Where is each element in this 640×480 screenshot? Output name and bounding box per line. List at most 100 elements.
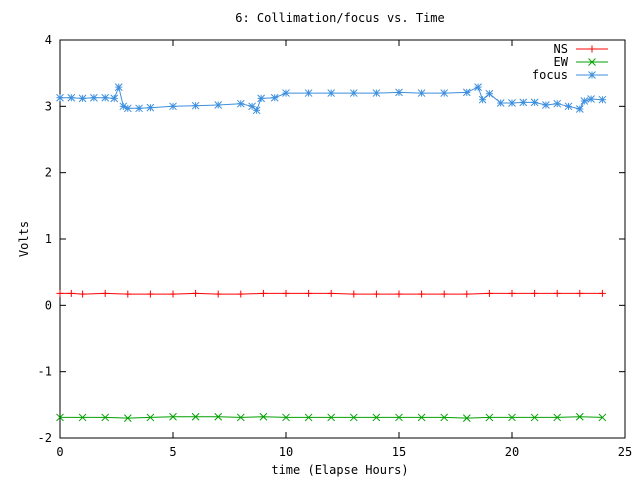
data-point-ew xyxy=(349,413,358,422)
data-point-focus xyxy=(123,104,132,113)
data-point-ew xyxy=(575,412,584,421)
series-layer xyxy=(56,83,607,422)
legend-marker-swatch xyxy=(588,58,596,66)
data-point-focus xyxy=(78,94,87,103)
axis-tick-labels: 0 5 10 15 20 25 -2 -1 0 1 2 3 4 xyxy=(38,33,633,459)
legend-label: EW xyxy=(554,55,569,69)
data-point-focus xyxy=(101,93,110,102)
data-point-ew xyxy=(56,413,64,422)
data-point-ew xyxy=(395,413,403,422)
data-point-ew xyxy=(214,412,223,421)
data-point-focus xyxy=(191,101,200,110)
data-point-ns xyxy=(531,289,539,297)
y-tick-label: 1 xyxy=(45,232,52,246)
legend-entry-focus: focus xyxy=(532,68,608,82)
data-point-ns xyxy=(305,289,313,297)
data-point-focus xyxy=(349,89,358,97)
legend-entry-ns: NS xyxy=(554,42,608,56)
data-point-focus xyxy=(304,89,313,97)
data-point-focus xyxy=(598,95,607,104)
data-point-ns xyxy=(282,289,290,297)
data-point-ns xyxy=(56,289,64,297)
data-point-focus xyxy=(587,95,595,103)
data-point-focus xyxy=(564,102,573,111)
data-point-focus xyxy=(110,94,119,103)
data-point-ns xyxy=(259,289,267,297)
x-tick-label: 20 xyxy=(505,445,519,459)
data-point-focus xyxy=(252,106,261,115)
data-point-ew xyxy=(146,413,155,422)
data-point-ew xyxy=(462,414,471,422)
data-point-focus xyxy=(575,105,584,113)
data-point-ns xyxy=(463,290,471,298)
data-point-focus xyxy=(417,89,426,97)
data-point-focus xyxy=(236,99,245,108)
data-point-ns xyxy=(169,290,177,298)
data-point-focus xyxy=(214,101,223,109)
data-point-ns xyxy=(79,290,87,298)
data-point-ns xyxy=(67,289,75,297)
data-point-ew xyxy=(78,413,87,422)
x-tick-label: 10 xyxy=(279,445,293,459)
y-tick-label: 0 xyxy=(45,298,52,312)
data-point-focus xyxy=(580,97,589,105)
data-point-ew xyxy=(440,413,449,422)
data-point-ew xyxy=(417,413,426,422)
series-line-ns xyxy=(60,292,603,295)
data-point-ns xyxy=(576,289,584,297)
data-point-ns xyxy=(237,290,245,298)
data-point-focus xyxy=(542,101,550,109)
y-tick-label: 2 xyxy=(45,166,52,180)
x-tick-label: 5 xyxy=(169,445,176,459)
data-point-ns xyxy=(598,289,606,297)
data-point-ns xyxy=(440,290,448,298)
data-point-ew xyxy=(372,413,381,422)
data-point-ns xyxy=(350,290,358,298)
data-point-focus xyxy=(519,98,528,107)
data-point-focus xyxy=(478,95,487,104)
data-point-focus xyxy=(248,102,256,111)
series-ew xyxy=(56,412,607,422)
data-point-ew xyxy=(553,413,562,422)
data-point-focus xyxy=(485,89,494,98)
y-tick-label: 4 xyxy=(45,33,52,47)
data-point-focus xyxy=(56,93,64,102)
data-point-focus xyxy=(135,104,143,113)
x-tick-label: 0 xyxy=(56,445,63,459)
data-point-ew xyxy=(123,414,132,422)
x-tick-label: 25 xyxy=(618,445,632,459)
data-point-ns xyxy=(553,289,561,297)
data-point-ew xyxy=(530,413,539,422)
data-point-focus xyxy=(67,93,76,102)
legend-label: NS xyxy=(554,42,568,56)
data-point-ew xyxy=(282,413,290,422)
data-point-ns xyxy=(327,289,335,297)
data-point-ns xyxy=(124,290,132,298)
data-point-ew xyxy=(485,413,494,422)
data-point-focus xyxy=(372,89,381,97)
data-point-focus xyxy=(530,98,539,107)
data-point-ns xyxy=(214,290,222,298)
data-point-ew xyxy=(191,412,200,421)
data-point-focus xyxy=(440,89,449,97)
data-point-ew xyxy=(236,413,245,422)
data-point-ew xyxy=(259,412,268,421)
data-point-focus xyxy=(496,99,505,107)
data-point-ew xyxy=(508,413,516,422)
data-point-focus xyxy=(169,102,177,111)
data-point-focus xyxy=(257,94,265,103)
data-point-ew xyxy=(304,413,313,422)
data-point-ns xyxy=(101,289,109,297)
x-axis-label: time (Elapse Hours) xyxy=(271,463,408,477)
data-point-focus xyxy=(508,99,516,107)
data-point-ns xyxy=(192,289,200,297)
data-point-ew xyxy=(598,413,607,422)
series-ns xyxy=(56,289,606,298)
data-point-ns xyxy=(485,289,493,297)
y-tick-label: 3 xyxy=(45,99,52,113)
series-focus xyxy=(56,83,607,115)
data-point-ew xyxy=(327,413,336,422)
data-point-focus xyxy=(395,88,403,97)
data-point-focus xyxy=(114,83,123,91)
